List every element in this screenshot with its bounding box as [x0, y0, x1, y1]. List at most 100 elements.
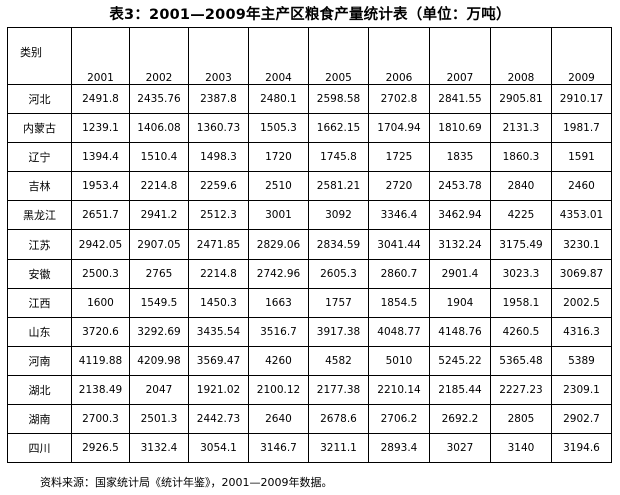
- value-cell: 1981.7: [551, 113, 612, 144]
- value-cell: 1549.5: [129, 287, 189, 318]
- value-cell: 3917.38: [308, 316, 369, 347]
- value-cell: 4225: [490, 200, 552, 231]
- value-cell: 1450.3: [188, 287, 249, 318]
- value-cell: 5365.48: [490, 345, 552, 376]
- value-cell: 2214.8: [129, 171, 189, 202]
- value-cell: 2500.3: [71, 258, 130, 289]
- value-cell: 1600: [71, 287, 130, 318]
- value-cell: 3175.49: [490, 229, 552, 260]
- value-cell: 5010: [368, 345, 430, 376]
- value-cell: 1835: [429, 142, 491, 173]
- value-cell: 2138.49: [71, 374, 130, 406]
- value-cell: 1663: [248, 287, 309, 318]
- value-cell: 3211.1: [308, 433, 369, 464]
- value-cell: 2905.81: [490, 83, 552, 115]
- value-cell: 1720: [248, 142, 309, 173]
- value-cell: 2185.44: [429, 374, 491, 406]
- value-cell: 1757: [308, 287, 369, 318]
- table-row: 湖北 2138.49 2047 1921.02 2100.12 2177.38 2210.1…: [7, 374, 612, 406]
- value-cell: 1394.4: [71, 142, 130, 173]
- table-row: 江苏 2942.05 2907.05 2471.85 2829.06 2834.59 304…: [7, 229, 612, 260]
- value-cell: 2720: [368, 171, 430, 202]
- year-header-2007: 2007: [429, 27, 491, 85]
- region-cell: 河北: [7, 83, 72, 115]
- region-cell: 山东: [7, 316, 72, 347]
- value-cell: 1239.1: [71, 113, 130, 144]
- value-cell: 2678.6: [308, 404, 369, 435]
- value-cell: 3027: [429, 433, 491, 464]
- value-cell: 2442.73: [188, 404, 249, 435]
- value-cell: 1904: [429, 287, 491, 318]
- value-cell: 2259.6: [188, 171, 249, 202]
- value-cell: 3435.54: [188, 316, 249, 347]
- value-cell: 3146.7: [248, 433, 309, 464]
- value-cell: 2901.4: [429, 258, 491, 289]
- value-cell: 2512.3: [188, 200, 249, 231]
- value-cell: 1662.15: [308, 113, 369, 144]
- value-cell: 2177.38: [308, 374, 369, 406]
- value-cell: 2047: [129, 374, 189, 406]
- year-header-2004: 2004: [248, 27, 309, 85]
- value-cell: 1360.73: [188, 113, 249, 144]
- value-cell: 2471.85: [188, 229, 249, 260]
- value-cell: 1953.4: [71, 171, 130, 202]
- value-cell: 2651.7: [71, 200, 130, 231]
- year-header-2001: 2001: [71, 27, 130, 85]
- value-cell: 1854.5: [368, 287, 430, 318]
- table-row: 山东 3720.6 3292.69 3435.54 3516.7 3917.38 4048.…: [7, 316, 612, 347]
- value-cell: 2902.7: [551, 404, 612, 435]
- value-cell: 2840: [490, 171, 552, 202]
- table-row: 四川 2926.5 3132.4 3054.1 3146.7 3211.1 2893.4 30…: [7, 433, 612, 464]
- value-cell: 2480.1: [248, 83, 309, 115]
- table-row: 辽宁 1394.4 1510.4 1498.3 1720 1745.8 1725 1835 18…: [7, 142, 612, 173]
- year-header-2003: 2003: [188, 27, 249, 85]
- value-cell: 1406.08: [129, 113, 189, 144]
- value-cell: 3569.47: [188, 345, 249, 376]
- value-cell: 3132.4: [129, 433, 189, 464]
- value-cell: 5389: [551, 345, 612, 376]
- value-cell: 2702.8: [368, 83, 430, 115]
- table-row: 黑龙江 2651.7 2941.2 2512.3 3001 3092 3346.4 3462.…: [7, 200, 612, 231]
- region-cell: 安徽: [7, 258, 72, 289]
- value-cell: 2131.3: [490, 113, 552, 144]
- value-cell: 2805: [490, 404, 552, 435]
- value-cell: 2491.8: [71, 83, 130, 115]
- value-cell: 1498.3: [188, 142, 249, 173]
- value-cell: 3092: [308, 200, 369, 231]
- value-cell: 2910.17: [551, 83, 612, 115]
- value-cell: 2700.3: [71, 404, 130, 435]
- value-cell: 2581.21: [308, 171, 369, 202]
- value-cell: 2210.14: [368, 374, 430, 406]
- value-cell: 4260.5: [490, 316, 552, 347]
- value-cell: 1505.3: [248, 113, 309, 144]
- value-cell: 1810.69: [429, 113, 491, 144]
- value-cell: 2100.12: [248, 374, 309, 406]
- value-cell: 3292.69: [129, 316, 189, 347]
- value-cell: 4048.77: [368, 316, 430, 347]
- table-title: 表3：2001—2009年主产区粮食产量统计表（单位：万吨）: [109, 7, 511, 23]
- corner-header-cell: 类别: [7, 27, 72, 85]
- value-cell: 3346.4: [368, 200, 430, 231]
- value-cell: 1591: [551, 142, 612, 173]
- year-header-2006: 2006: [368, 27, 430, 85]
- value-cell: 2765: [129, 258, 189, 289]
- value-cell: 1958.1: [490, 287, 552, 318]
- value-cell: 2941.2: [129, 200, 189, 231]
- region-cell: 湖北: [7, 374, 72, 406]
- value-cell: 1704.94: [368, 113, 430, 144]
- grain-output-table: 类别 2001 2002 2003 2004 2005 2006 2007 2008 2009 河…: [7, 27, 612, 464]
- value-cell: 3069.87: [551, 258, 612, 289]
- value-cell: 4353.01: [551, 200, 612, 231]
- region-cell: 河南: [7, 345, 72, 376]
- value-cell: 5245.22: [429, 345, 491, 376]
- table-row: 湖南 2700.3 2501.3 2442.73 2640 2678.6 2706.2 269…: [7, 404, 612, 435]
- value-cell: 4209.98: [129, 345, 189, 376]
- value-cell: 2460: [551, 171, 612, 202]
- value-cell: 3720.6: [71, 316, 130, 347]
- value-cell: 2510: [248, 171, 309, 202]
- value-cell: 2829.06: [248, 229, 309, 260]
- table-row: 吉林 1953.4 2214.8 2259.6 2510 2581.21 2720 2453.…: [7, 171, 612, 202]
- region-cell: 黑龙江: [7, 200, 72, 231]
- value-cell: 2598.58: [308, 83, 369, 115]
- value-cell: 2942.05: [71, 229, 130, 260]
